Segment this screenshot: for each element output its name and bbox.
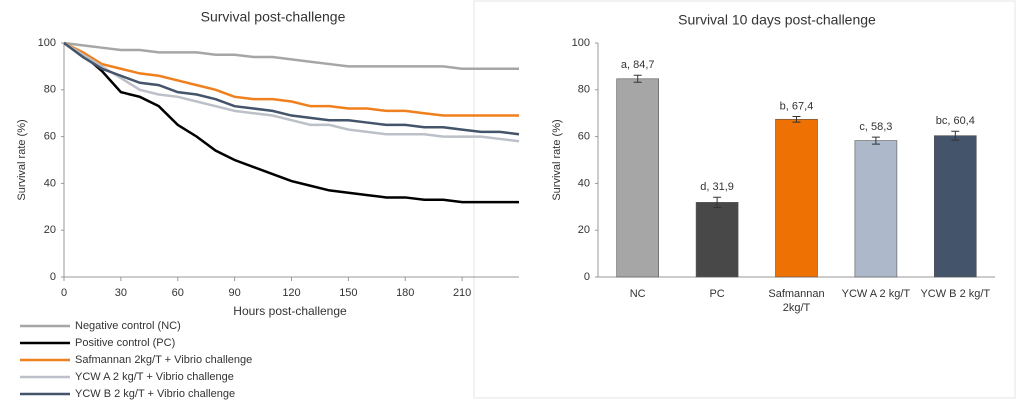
data-label: a, 84,7 xyxy=(621,59,655,71)
y-tick-label: 100 xyxy=(38,37,56,49)
x-tick-label: 210 xyxy=(453,287,471,299)
x-tick-label: Safmannan 2kg/T xyxy=(768,288,825,314)
x-tick-label: NC xyxy=(629,288,646,300)
legend-label: Positive control (PC) xyxy=(75,337,175,349)
series-line xyxy=(63,41,520,143)
error-bar xyxy=(871,136,880,145)
panel-frame xyxy=(473,0,1016,399)
y-axis-label: Survival rate (%) xyxy=(551,119,563,200)
x-tick-label: 0 xyxy=(61,287,67,299)
data-label: c, 58,3 xyxy=(859,121,892,133)
bar xyxy=(854,140,898,278)
y-tick-label: 20 xyxy=(44,224,56,236)
y-tick-label: 80 xyxy=(578,84,590,96)
y-axis-label: Survival rate (%) xyxy=(16,119,28,200)
error-bar xyxy=(713,196,722,209)
y-tick-label: 0 xyxy=(584,271,590,283)
y-tick-label: 20 xyxy=(578,224,590,236)
bar xyxy=(616,78,660,278)
chart-title: Survival 10 days post-challenge xyxy=(678,12,876,28)
error-bar xyxy=(951,130,960,141)
bar xyxy=(695,202,739,278)
legend-label: Negative control (NC) xyxy=(75,320,181,332)
y-tick-label: 100 xyxy=(572,37,590,49)
x-tick-label: 90 xyxy=(229,287,241,299)
x-tick-label: 120 xyxy=(282,287,300,299)
x-tick-label: YCW B 2 kg/T xyxy=(920,288,991,300)
x-tick-label: PC xyxy=(709,288,725,300)
x-tick-label: 30 xyxy=(115,287,127,299)
bar xyxy=(933,135,977,278)
y-tick-label: 80 xyxy=(44,84,56,96)
x-axis-label: Hours post-challenge xyxy=(233,304,347,318)
y-tick-label: 60 xyxy=(578,131,590,143)
y-tick-label: 40 xyxy=(578,177,590,189)
series-line xyxy=(63,41,519,204)
series-line xyxy=(63,41,519,70)
data-label: bc, 60,4 xyxy=(936,115,975,127)
legend-label: YCW B 2 kg/T + Vibrio challenge xyxy=(75,388,235,400)
series-line xyxy=(63,41,520,136)
legend-label: Safmannan 2kg/T + Vibrio challenge xyxy=(75,354,252,366)
x-tick-label: 150 xyxy=(339,287,357,299)
data-label: d, 31,9 xyxy=(700,181,734,193)
legend-label: YCW A 2 kg/T + Vibrio challenge xyxy=(75,371,234,383)
data-label: b, 67,4 xyxy=(780,100,814,112)
x-tick-label: 60 xyxy=(172,287,184,299)
bar xyxy=(775,118,818,278)
x-tick-label: YCW A 2 kg/T xyxy=(841,288,911,300)
error-bar xyxy=(792,115,801,123)
y-tick-label: 60 xyxy=(44,131,56,143)
error-bar xyxy=(633,74,642,83)
series-line xyxy=(63,41,519,117)
y-tick-label: 0 xyxy=(50,271,56,283)
chart-title: Survival post-challenge xyxy=(201,9,346,25)
y-tick-label: 40 xyxy=(44,177,56,189)
x-tick-label: 180 xyxy=(396,287,414,299)
